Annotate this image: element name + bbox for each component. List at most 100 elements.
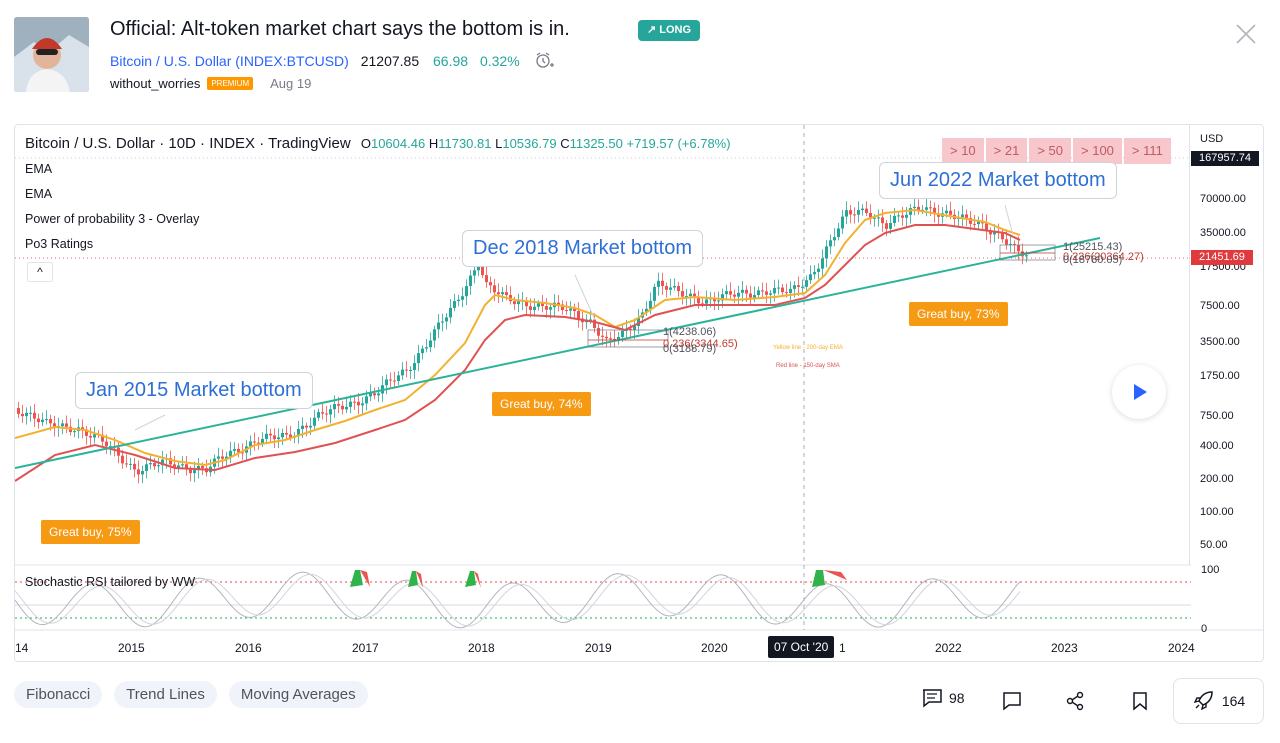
candle-body xyxy=(569,308,572,311)
candle-body xyxy=(357,401,360,406)
candle-body xyxy=(197,466,200,471)
fib-2019-level-0: 0(3188.79) xyxy=(663,343,717,355)
candle-body xyxy=(621,330,624,337)
tag-moving-averages[interactable]: Moving Averages xyxy=(228,681,368,708)
play-button[interactable] xyxy=(1112,365,1166,419)
candle-body xyxy=(429,340,432,348)
bookmark-icon[interactable] xyxy=(1131,691,1149,711)
candle-body xyxy=(533,306,536,310)
filter-10[interactable]: > 10 xyxy=(942,138,984,164)
candle-body xyxy=(637,317,640,326)
y-tick: 70000.00 xyxy=(1200,193,1246,205)
candle-body xyxy=(901,215,904,218)
ohlc-low-label: L xyxy=(495,136,503,151)
chart-area[interactable]: Bitcoin / U.S. Dollar · 10D · INDEX · Tr… xyxy=(14,124,1264,662)
candle-body xyxy=(789,288,792,294)
candle-body xyxy=(565,310,568,312)
candle-body xyxy=(657,280,660,287)
candle-body xyxy=(161,459,164,466)
candle-body xyxy=(525,300,528,307)
candle-body xyxy=(465,286,468,297)
candlestick-series xyxy=(17,198,1028,484)
candle-body xyxy=(249,441,252,447)
rsi-indicator-label[interactable]: Stochastic RSI tailored by WW xyxy=(25,575,196,589)
buy-label-2022: Great buy, 73% xyxy=(909,302,1008,326)
candle-body xyxy=(17,408,20,414)
candle-body xyxy=(265,433,268,439)
candle-body xyxy=(289,434,292,438)
alarm-clock-icon[interactable] xyxy=(534,51,554,69)
candle-body xyxy=(65,423,68,427)
x-tick: 1 xyxy=(839,641,846,655)
close-icon[interactable] xyxy=(1234,22,1258,46)
filter-50[interactable]: > 50 xyxy=(1029,138,1072,164)
symbol-code-link[interactable]: (INDEX:BTCUSD) xyxy=(235,53,349,69)
publish-date: Aug 19 xyxy=(270,76,312,91)
indicator-ema-1[interactable]: EMA xyxy=(25,162,53,176)
candle-body xyxy=(489,282,492,286)
candle-body xyxy=(21,413,24,417)
candle-body xyxy=(877,217,880,219)
filter-111[interactable]: > 111 xyxy=(1123,138,1171,164)
candle-body xyxy=(937,213,940,217)
price-chart-canvas[interactable] xyxy=(15,125,1264,662)
candle-body xyxy=(325,413,328,415)
filter-100[interactable]: > 100 xyxy=(1073,138,1122,164)
comment-icon xyxy=(923,689,942,708)
collapse-legend-button[interactable]: ^ xyxy=(27,262,53,282)
candle-body xyxy=(177,465,180,469)
comments-button[interactable]: 98 xyxy=(921,688,965,708)
tag-fibonacci[interactable]: Fibonacci xyxy=(14,681,103,708)
y-tick: 100.00 xyxy=(1200,506,1234,518)
reply-icon[interactable] xyxy=(1002,691,1022,711)
candle-body xyxy=(737,292,740,297)
candle-body xyxy=(397,375,400,382)
candle-body xyxy=(889,222,892,229)
candle-body xyxy=(765,291,768,295)
candle-body xyxy=(377,393,380,396)
boost-button[interactable]: 164 xyxy=(1173,678,1264,724)
author-avatar[interactable] xyxy=(14,17,89,92)
filter-21[interactable]: > 21 xyxy=(985,138,1028,164)
rating-filters: > 10 > 21 > 50 > 100 > 111 xyxy=(942,138,1171,164)
ohlc-open-label: O xyxy=(360,136,371,151)
author-name[interactable]: without_worries xyxy=(110,76,201,91)
candle-body xyxy=(609,338,612,340)
indicator-ema-2[interactable]: EMA xyxy=(25,187,53,201)
candle-body xyxy=(309,425,312,428)
candle-body xyxy=(305,425,308,428)
fib-2022-level-1: 1(25215.43) xyxy=(1063,241,1123,253)
indicator-po3-ratings[interactable]: Po3 Ratings xyxy=(25,237,94,251)
comments-count: 98 xyxy=(949,690,965,706)
candle-body xyxy=(769,293,772,295)
callout-jan-2015: Jan 2015 Market bottom xyxy=(75,372,313,409)
candle-body xyxy=(677,286,680,292)
tag-trend-lines[interactable]: Trend Lines xyxy=(114,681,217,708)
symbol-name-link[interactable]: Bitcoin / U.S. Dollar xyxy=(110,53,232,69)
note-red-line: Red line - 150-day SMA xyxy=(776,363,840,369)
candle-body xyxy=(473,270,476,276)
candle-body xyxy=(665,286,668,290)
callout-jun-2022: Jun 2022 Market bottom xyxy=(879,162,1117,199)
candle-body xyxy=(825,246,828,259)
candle-body xyxy=(857,210,860,215)
candle-body xyxy=(93,434,96,438)
y-tick: 750.00 xyxy=(1200,410,1234,422)
candle-body xyxy=(561,304,564,311)
candle-body xyxy=(497,292,500,295)
indicator-po3-overlay[interactable]: Power of probability 3 - Overlay xyxy=(25,212,200,226)
share-icon[interactable] xyxy=(1065,691,1085,711)
candle-body xyxy=(633,325,636,331)
candle-body xyxy=(841,216,844,229)
candle-body xyxy=(985,223,988,232)
buy-label-2018: Great buy, 74% xyxy=(492,392,591,416)
candle-body xyxy=(925,207,928,210)
candle-body xyxy=(401,369,404,376)
price-axis[interactable]: USD 70000.00 35000.00 17500.00 7500.00 3… xyxy=(1189,125,1263,565)
y-tick: 3500.00 xyxy=(1200,336,1240,348)
candle-body xyxy=(333,404,336,410)
idea-title: Official: Alt-token market chart says th… xyxy=(110,18,570,40)
candle-body xyxy=(341,405,344,410)
y-tick: 50.00 xyxy=(1200,539,1228,551)
candle-body xyxy=(469,275,472,287)
